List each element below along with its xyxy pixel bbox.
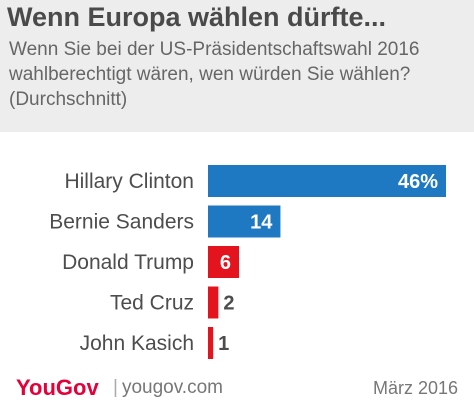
source-link[interactable]: | yougov.com — [113, 377, 223, 399]
category-label: Bernie Sanders — [49, 211, 194, 234]
chart-header: Wenn Europa wählen dürfte... Wenn Sie be… — [0, 0, 474, 132]
bar — [208, 205, 281, 238]
bar — [208, 246, 240, 278]
yougov-logo: YouGov — [16, 375, 99, 400]
category-label: Hillary Clinton — [64, 170, 194, 193]
publication-date: März 2016 — [372, 378, 458, 398]
chart-subtitle: Wenn Sie bei der US-Präsidentschaftswahl… — [9, 39, 420, 110]
value-label: 46% — [398, 171, 438, 193]
value-label: 1 — [218, 333, 229, 355]
bar — [208, 165, 446, 197]
value-label: 14 — [250, 212, 273, 234]
value-label: 2 — [223, 293, 234, 315]
source-site: yougov.com — [121, 377, 223, 398]
chart-title: Wenn Europa wählen dürfte... — [7, 2, 387, 32]
category-label: Donald Trump — [62, 251, 194, 274]
chart-footer: YouGov | yougov.com März 2016 — [0, 372, 474, 413]
bar — [208, 286, 219, 319]
category-label: Ted Cruz — [110, 292, 194, 315]
value-label: 6 — [220, 252, 231, 274]
bar — [208, 327, 214, 359]
category-label: John Kasich — [80, 332, 194, 355]
footer-separator: | — [113, 377, 118, 398]
bar-chart: Hillary Clinton 46% Bernie Sanders 14 Donald… — [49, 165, 446, 359]
